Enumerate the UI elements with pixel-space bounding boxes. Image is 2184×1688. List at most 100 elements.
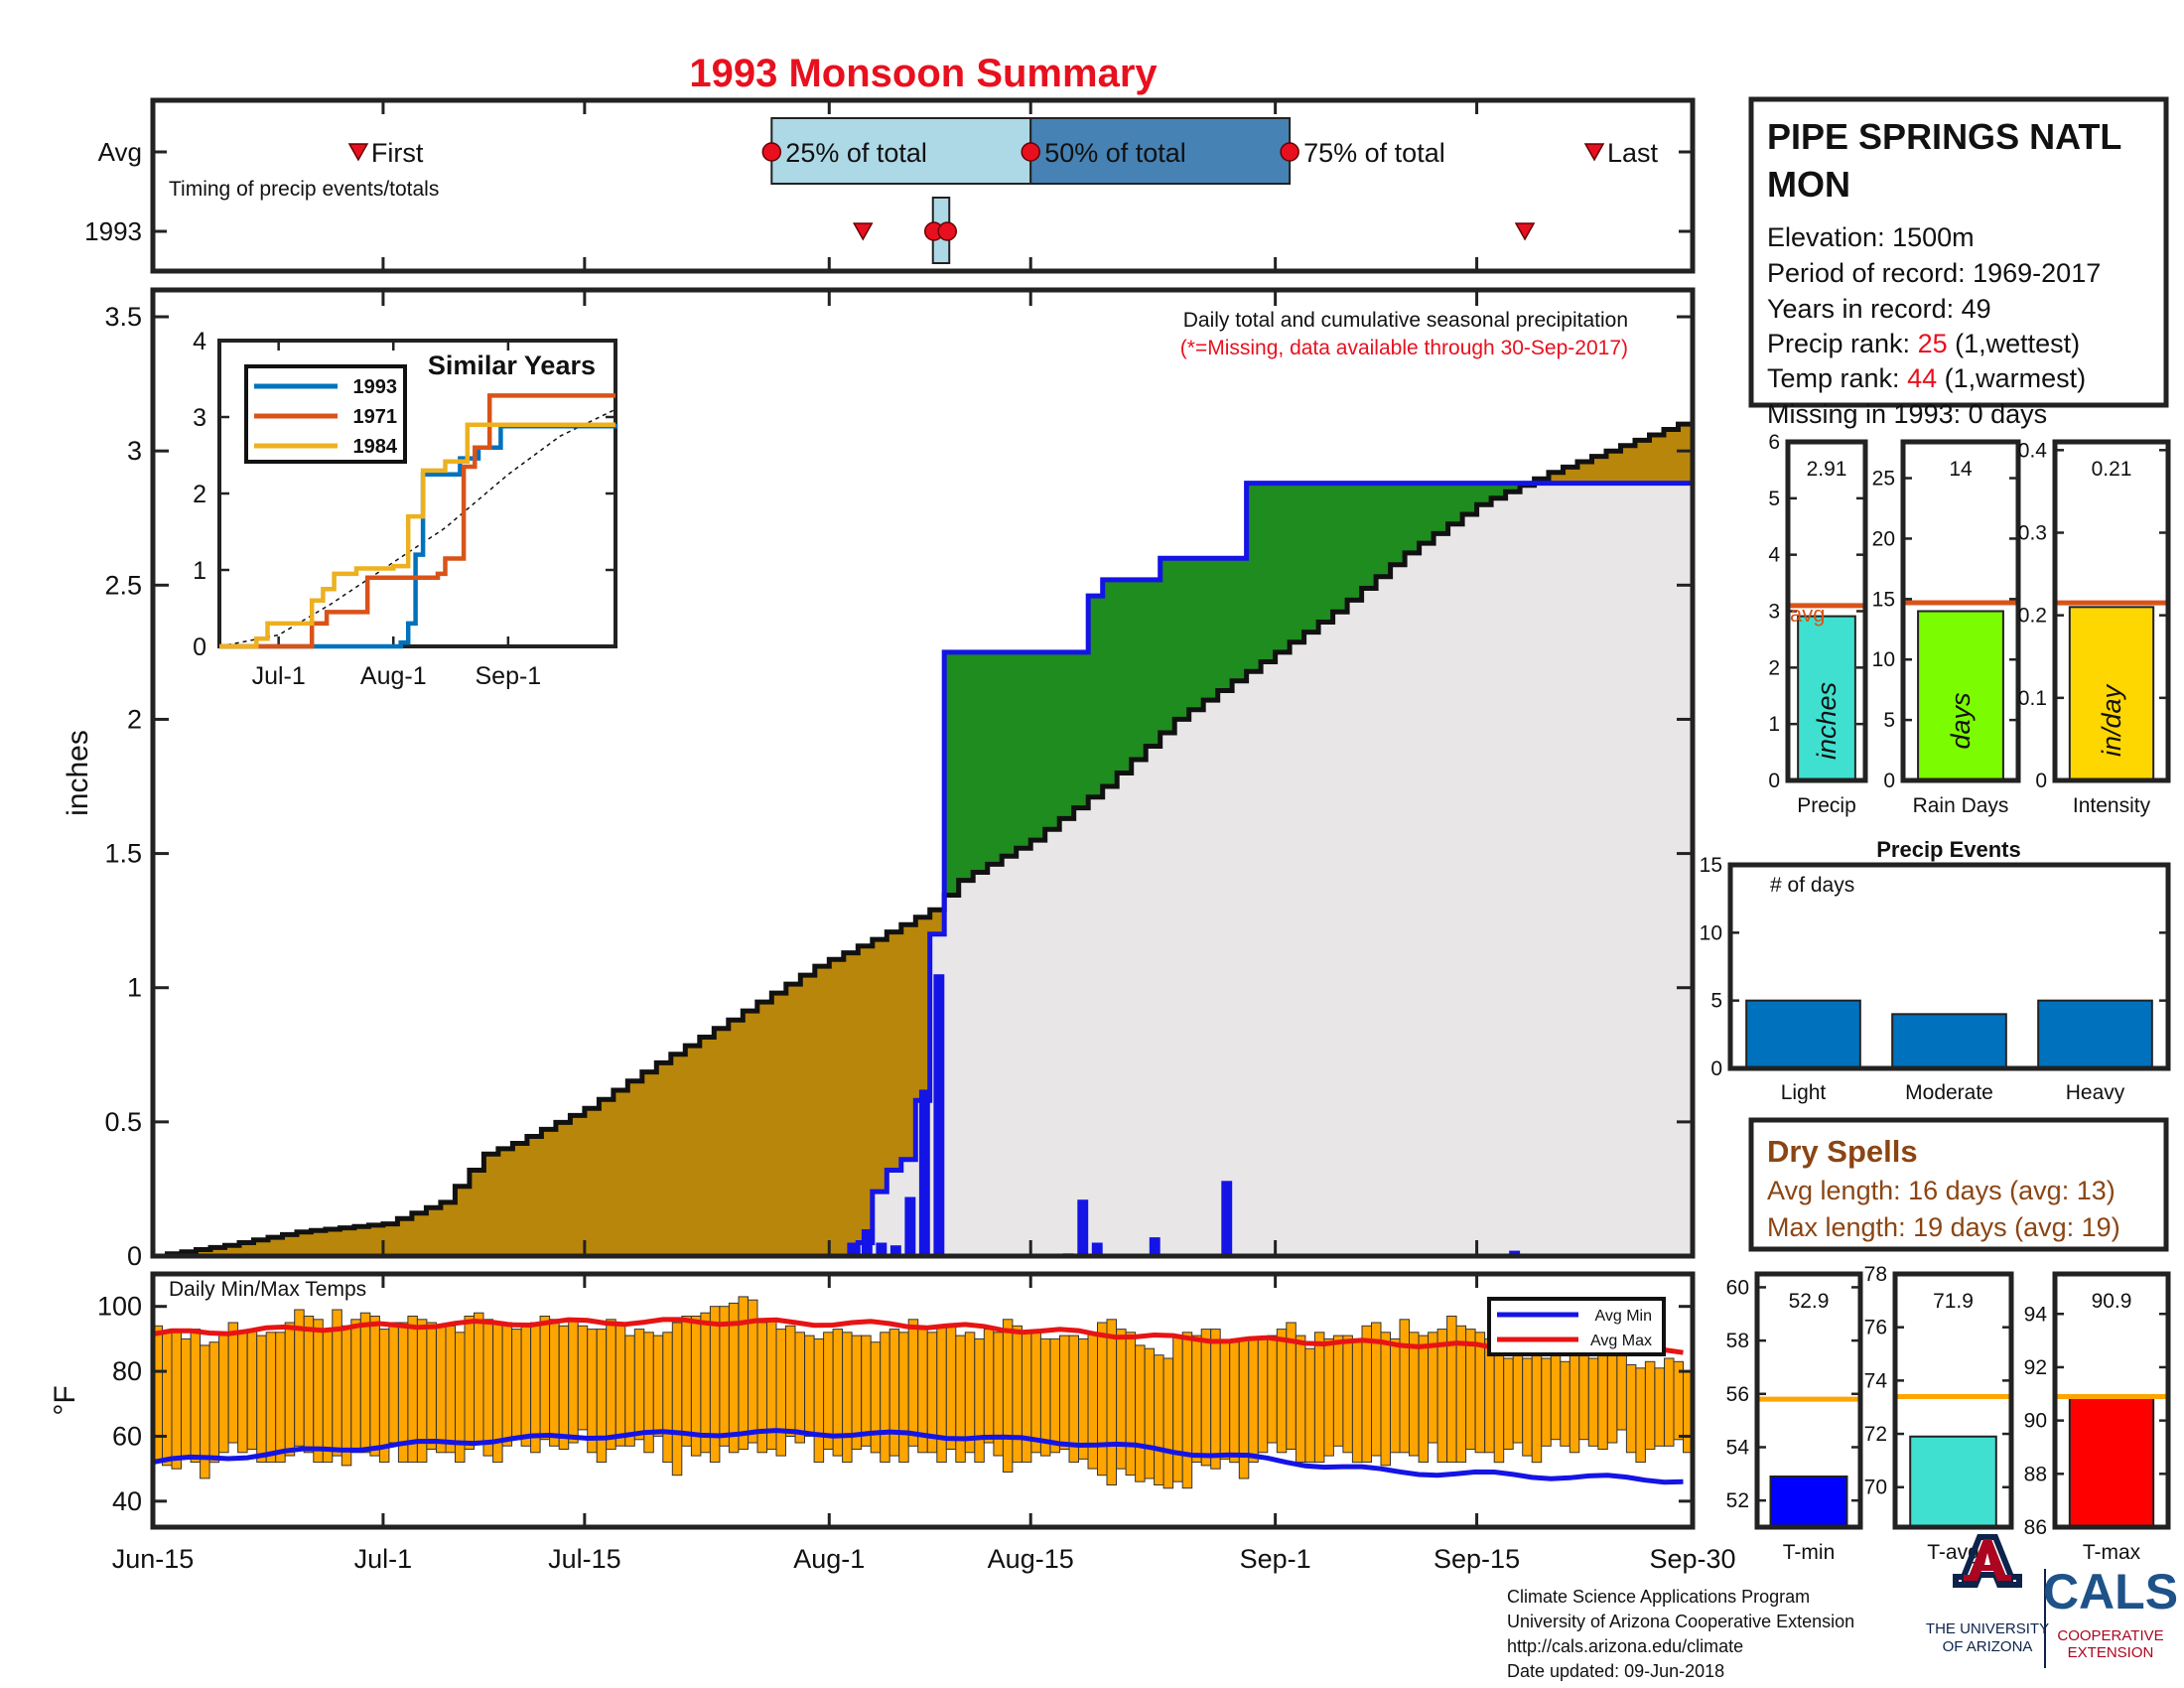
small-y-tick-label: 72 [1864,1423,1887,1446]
y-tick-label: 2 [127,704,142,734]
temp-range-bar [804,1335,815,1437]
temp-range-bar [681,1316,692,1447]
temp-range-bar [190,1329,202,1464]
y-tick-label: 1.5 [104,839,142,869]
small-bar-text: inches [1812,682,1842,760]
temp-range-bar [1106,1319,1117,1486]
temp-range-bar [284,1322,296,1457]
dry-spells-max-length: Max length: 19 days (avg: 19) [1767,1212,2120,1242]
x-tick-label: Aug-15 [988,1544,1074,1574]
small-axis-label: T-max [2083,1541,2141,1564]
small-value-label: 14 [1949,458,1973,481]
footer-url: http://cals.arizona.edu/climate [1507,1636,1743,1656]
temp-range-bar [256,1335,267,1464]
events-y-tick-label: 0 [1710,1057,1722,1080]
small-y-tick-label: 78 [1864,1263,1887,1286]
temp-range-bar [1002,1319,1014,1474]
temp-range-bar [558,1325,570,1451]
temp-range-bar [652,1335,664,1437]
small-y-tick-label: 76 [1864,1317,1887,1339]
temp-summary-panels: 52 54 56 58 60 52.9 T-min 70 72 74 76 78 71.9 T-avg 86… [1726,1263,2171,1564]
temp-range-bar [1087,1332,1098,1470]
footer: Climate Science Applications Program Uni… [1507,1587,1854,1681]
temp-range-bar [1304,1347,1315,1464]
temp-range-bar [1012,1325,1023,1464]
temp-range-bar [662,1332,673,1464]
temp-range-bar [1332,1335,1344,1447]
temp-range-bar [1664,1357,1675,1447]
temp-range-bar [539,1316,551,1441]
temp-y-tick-label: 80 [112,1356,142,1386]
temp-range-bar [350,1319,361,1454]
temp-range-bar [501,1322,513,1447]
temp-range-bar [1267,1335,1278,1444]
inset-y-tick-label: 0 [193,633,206,661]
temp-range-bar [1144,1347,1156,1479]
temp-range-bar [511,1329,522,1441]
precip-rank: Precip rank: 25 (1,wettest) [1767,329,2080,358]
inset-x-tick-label: Sep-1 [476,662,542,690]
small-y-tick-label: 74 [1864,1369,1888,1392]
avg-marker-p25 [761,142,782,162]
temp-range-bar [436,1325,447,1454]
temp-range-bar [936,1325,947,1464]
small-value-label: 71.9 [1933,1290,1974,1313]
temp-range-bar [237,1332,248,1454]
temp-range-bar [227,1322,239,1444]
small-y-tick-label: 86 [2024,1516,2047,1539]
temp-range-bar [823,1332,834,1451]
temp-range-bar [171,1329,182,1470]
temp-range-bar [842,1332,853,1464]
inset-y-tick-label: 2 [193,481,206,508]
small-y-tick-label: 0.3 [2018,521,2047,544]
temp-range-bar [1313,1332,1325,1464]
temp-range-bar [1135,1344,1146,1482]
temp-range-bar [1200,1329,1212,1467]
footer-date: Date updated: 09-Jun-2018 [1507,1661,1724,1681]
row-label-avg: Avg [98,137,142,167]
daily-precip-bar [1149,1237,1160,1256]
small-bar-T-max [2068,1395,2155,1528]
cals-coop-2: EXTENSION [2068,1644,2154,1661]
temp-range-bar [1030,1332,1041,1454]
temp-range-bar [1409,1332,1420,1457]
inset-x-tick-label: Aug-1 [360,662,427,690]
avg-label-first: First [371,138,424,168]
small-frame [1892,1271,2014,1530]
small-y-tick-label: 0 [1768,770,1780,792]
temp-range-bar [1635,1367,1646,1464]
temp-range-bar [1644,1360,1656,1451]
temp-range-bar [614,1322,626,1447]
temp-range-bar [1342,1335,1353,1454]
temp-title: Daily Min/Max Temps [169,1278,366,1301]
events-y-tick-label: 15 [1700,854,1722,877]
precip-title: Daily total and cumulative seasonal prec… [1183,309,1628,332]
small-value-label: 2.91 [1807,458,1847,481]
avg-marker-p75 [1280,142,1299,162]
temp-range-bar [1436,1329,1448,1464]
legend-label-1993: 1993 [353,376,398,398]
daily-precip-bar [1221,1181,1233,1256]
temp-range-bar [1541,1357,1552,1447]
footer-line-1: Climate Science Applications Program [1507,1587,1810,1607]
temp-range-bar [482,1319,493,1457]
temp-range-bar [378,1329,390,1464]
small-y-tick-label: 4 [1768,544,1780,567]
temp-legend: Avg Min Avg Max [1487,1297,1666,1356]
temp-range-bar [313,1319,324,1464]
temp-range-bar [1078,1337,1089,1460]
temp-range-bar [1351,1341,1363,1464]
small-y-tick-label: 0.4 [2018,439,2048,462]
avg-label-p25: 25% of total [785,138,927,168]
temp-range-bar [1257,1337,1269,1454]
temp-range-bar [1606,1351,1618,1444]
dry-spells-avg-length: Avg length: 16 days (avg: 13) [1767,1176,2116,1205]
daily-precip-bar [1091,1242,1103,1256]
small-frame [1900,439,2021,783]
temp-y-axis-label: °F [49,1385,81,1415]
temp-range-bar [275,1332,286,1464]
temp-range-bar [955,1335,966,1464]
daily-precip-bar [847,1242,859,1256]
timing-title: Timing of precip events/totals [169,178,439,201]
